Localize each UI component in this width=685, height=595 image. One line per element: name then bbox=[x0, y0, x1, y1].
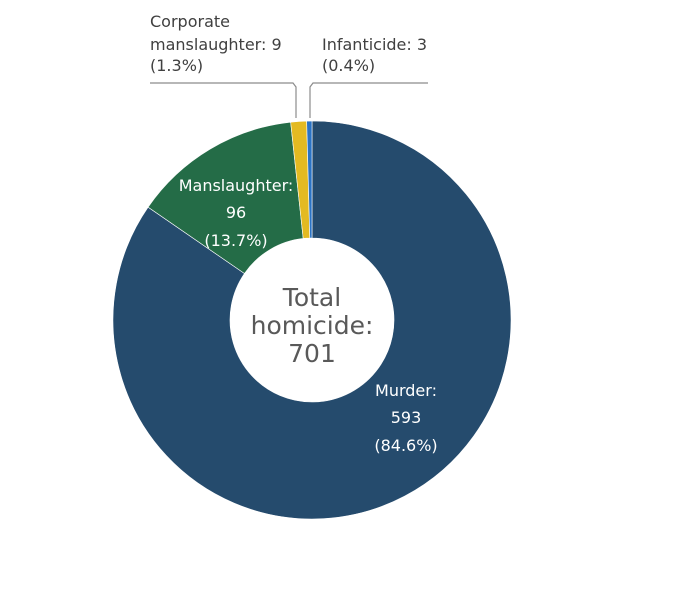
label-manslaughter-line-1: Manslaughter: bbox=[179, 176, 294, 195]
slice-manslaughter bbox=[147, 121, 304, 274]
leader-line-corporate-manslaughter bbox=[150, 82, 297, 118]
slice-murder bbox=[112, 120, 512, 520]
center-label-line-1: Total bbox=[282, 283, 341, 312]
label-infanticide-line-1: Infanticide: 3 bbox=[322, 35, 427, 54]
label-murder-line-3: (84.6%) bbox=[374, 436, 437, 455]
center-label-line-2: homicide: bbox=[251, 311, 374, 340]
leader-line-infanticide bbox=[309, 82, 428, 118]
slice-infanticide bbox=[306, 120, 313, 239]
label-corporate-manslaughter-line-3: (1.3%) bbox=[150, 56, 203, 75]
label-infanticide-line-2: (0.4%) bbox=[322, 56, 375, 75]
label-corporate-manslaughter-line-2: manslaughter: 9 bbox=[150, 35, 282, 54]
label-murder-line-2: 593 bbox=[391, 408, 422, 427]
center-label-line-3: 701 bbox=[288, 339, 336, 368]
label-murder-line-1: Murder: bbox=[375, 381, 437, 400]
label-corporate-manslaughter-line-1: Corporate bbox=[150, 12, 230, 31]
label-manslaughter-line-3: (13.7%) bbox=[204, 231, 267, 250]
label-manslaughter-line-2: 96 bbox=[226, 203, 246, 222]
